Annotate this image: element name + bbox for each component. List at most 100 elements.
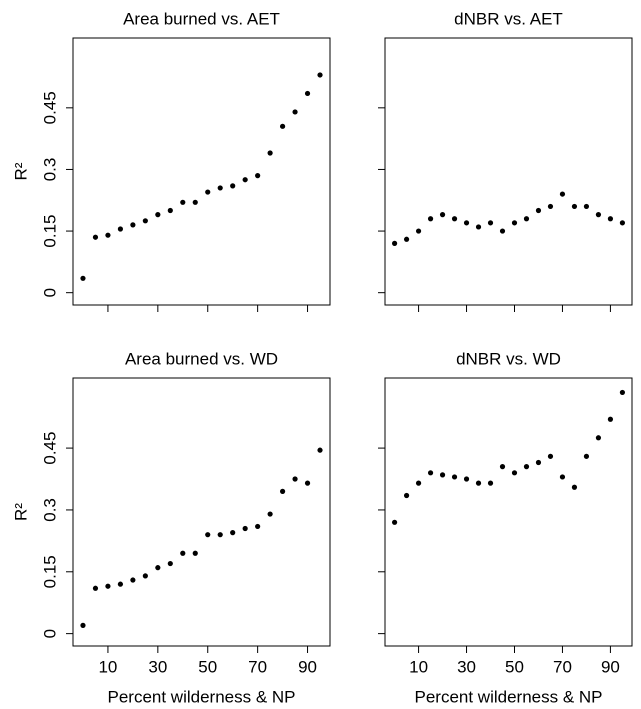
point bbox=[463, 220, 470, 226]
point bbox=[167, 207, 173, 214]
x-tick-label: 10 bbox=[98, 657, 117, 676]
point bbox=[304, 480, 311, 486]
point bbox=[415, 228, 422, 234]
point bbox=[80, 622, 86, 628]
point bbox=[607, 216, 614, 222]
point bbox=[571, 203, 578, 210]
plot-frame bbox=[384, 377, 633, 647]
point bbox=[255, 523, 261, 530]
point bbox=[499, 464, 506, 470]
point bbox=[267, 511, 273, 517]
point bbox=[105, 232, 111, 238]
point bbox=[583, 453, 590, 459]
point bbox=[463, 476, 470, 482]
point bbox=[192, 199, 198, 205]
point bbox=[547, 203, 554, 210]
y-tick-label: 0.15 bbox=[40, 555, 59, 588]
point bbox=[205, 532, 211, 538]
point bbox=[317, 447, 323, 453]
point bbox=[105, 583, 111, 589]
point bbox=[487, 220, 494, 226]
point bbox=[523, 216, 530, 222]
x-tick-label: 90 bbox=[601, 657, 620, 676]
point bbox=[391, 519, 398, 525]
point bbox=[475, 224, 482, 230]
point bbox=[217, 185, 223, 191]
point bbox=[595, 435, 602, 441]
point bbox=[511, 470, 518, 476]
point bbox=[167, 560, 173, 567]
point bbox=[292, 476, 298, 482]
y-tick-label: 0 bbox=[40, 288, 59, 297]
point bbox=[619, 220, 626, 226]
y-tick-label: 0 bbox=[40, 629, 59, 638]
point bbox=[415, 480, 422, 486]
point bbox=[475, 480, 482, 486]
point bbox=[559, 191, 566, 197]
x-tick-label: 30 bbox=[457, 657, 476, 676]
point bbox=[230, 183, 236, 189]
y-tick-label: 0.3 bbox=[40, 158, 59, 182]
x-tick-label: 30 bbox=[148, 657, 167, 676]
plot-frame bbox=[384, 37, 633, 306]
y-axis-label: R² bbox=[11, 503, 30, 521]
point bbox=[205, 189, 211, 195]
point bbox=[217, 532, 223, 538]
x-axis-label: Percent wilderness & NP bbox=[414, 687, 602, 706]
point bbox=[117, 581, 124, 587]
point bbox=[180, 550, 186, 556]
point bbox=[535, 207, 542, 214]
point bbox=[427, 216, 434, 222]
point bbox=[279, 123, 286, 129]
panel-title: Area burned vs. WD bbox=[125, 349, 278, 368]
x-tick-label: 10 bbox=[409, 657, 428, 676]
panel-title: Area burned vs. AET bbox=[123, 9, 280, 28]
point bbox=[142, 218, 148, 224]
point bbox=[499, 228, 506, 234]
point bbox=[292, 109, 298, 115]
point bbox=[619, 389, 626, 396]
y-tick-label: 0.3 bbox=[40, 498, 59, 522]
x-tick-label: 70 bbox=[248, 657, 267, 676]
point bbox=[403, 492, 410, 499]
point bbox=[155, 565, 161, 571]
point bbox=[451, 216, 458, 222]
y-tick-label: 0.45 bbox=[40, 432, 59, 465]
point bbox=[230, 530, 236, 536]
x-tick-label: 90 bbox=[298, 657, 317, 676]
point bbox=[92, 234, 99, 240]
point bbox=[439, 472, 446, 478]
plot-frame bbox=[72, 37, 331, 306]
point bbox=[571, 484, 578, 490]
point bbox=[155, 212, 161, 218]
point bbox=[451, 474, 458, 480]
point bbox=[117, 226, 124, 232]
point bbox=[192, 550, 198, 556]
point bbox=[535, 459, 542, 466]
point bbox=[317, 72, 323, 78]
x-tick-label: 50 bbox=[505, 657, 524, 676]
point bbox=[511, 220, 518, 226]
point bbox=[487, 480, 494, 486]
point bbox=[427, 470, 434, 476]
y-tick-label: 0.15 bbox=[40, 215, 59, 248]
x-axis-label: Percent wilderness & NP bbox=[107, 687, 295, 706]
point bbox=[304, 90, 311, 97]
y-tick-label: 0.45 bbox=[40, 91, 59, 124]
x-tick-label: 50 bbox=[198, 657, 217, 676]
point bbox=[403, 236, 410, 242]
panel-title: dNBR vs. WD bbox=[456, 349, 561, 368]
point bbox=[439, 212, 446, 218]
point bbox=[559, 474, 566, 480]
panel-title: dNBR vs. AET bbox=[454, 9, 563, 28]
point bbox=[391, 240, 398, 246]
point bbox=[595, 212, 602, 218]
point bbox=[92, 585, 99, 591]
point bbox=[279, 488, 286, 494]
point bbox=[242, 525, 248, 532]
point bbox=[607, 416, 614, 422]
point bbox=[180, 199, 186, 205]
plot-frame bbox=[72, 377, 331, 647]
point bbox=[523, 464, 530, 470]
